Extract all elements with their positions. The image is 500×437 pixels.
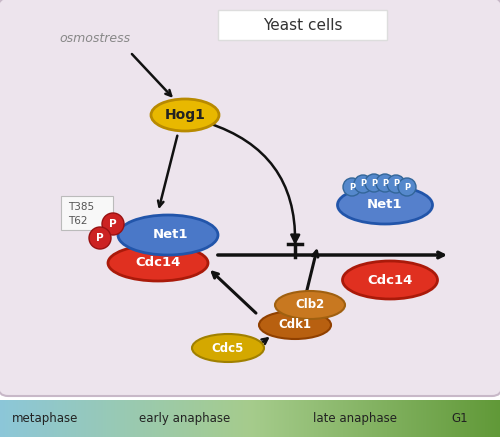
Text: P: P [404, 183, 410, 191]
Circle shape [387, 175, 405, 193]
Text: G1: G1 [452, 412, 468, 425]
Text: T62: T62 [68, 216, 87, 226]
Ellipse shape [192, 334, 264, 362]
Text: Cdc14: Cdc14 [368, 274, 412, 287]
FancyBboxPatch shape [61, 196, 113, 230]
Text: Cdc14: Cdc14 [136, 257, 180, 270]
Text: P: P [360, 180, 366, 188]
Ellipse shape [259, 311, 331, 339]
Text: Yeast cells: Yeast cells [263, 18, 343, 34]
Text: P: P [382, 178, 388, 187]
Text: P: P [109, 219, 117, 229]
Text: late anaphase: late anaphase [313, 412, 397, 425]
Text: P: P [371, 178, 377, 187]
Text: Net1: Net1 [367, 198, 403, 212]
Text: early anaphase: early anaphase [140, 412, 230, 425]
Text: T385: T385 [68, 202, 94, 212]
Text: Clb2: Clb2 [296, 298, 324, 312]
Circle shape [102, 213, 124, 235]
Circle shape [376, 174, 394, 192]
Text: Cdc5: Cdc5 [212, 341, 244, 354]
Circle shape [89, 227, 111, 249]
Ellipse shape [118, 215, 218, 255]
Ellipse shape [338, 186, 432, 224]
Text: Hog1: Hog1 [164, 108, 205, 122]
Text: Cdk1: Cdk1 [278, 319, 312, 332]
Circle shape [365, 174, 383, 192]
Circle shape [343, 178, 361, 196]
FancyBboxPatch shape [218, 10, 387, 40]
Ellipse shape [342, 261, 438, 299]
Ellipse shape [151, 99, 219, 131]
Text: P: P [96, 233, 104, 243]
Circle shape [354, 175, 372, 193]
Text: metaphase: metaphase [12, 412, 78, 425]
FancyArrowPatch shape [208, 123, 299, 243]
Text: P: P [349, 183, 355, 191]
Text: Net1: Net1 [152, 229, 188, 242]
Text: osmostress: osmostress [60, 31, 130, 45]
Text: P: P [393, 180, 399, 188]
Circle shape [398, 178, 416, 196]
FancyBboxPatch shape [0, 0, 500, 396]
Ellipse shape [275, 291, 345, 319]
Ellipse shape [108, 245, 208, 281]
